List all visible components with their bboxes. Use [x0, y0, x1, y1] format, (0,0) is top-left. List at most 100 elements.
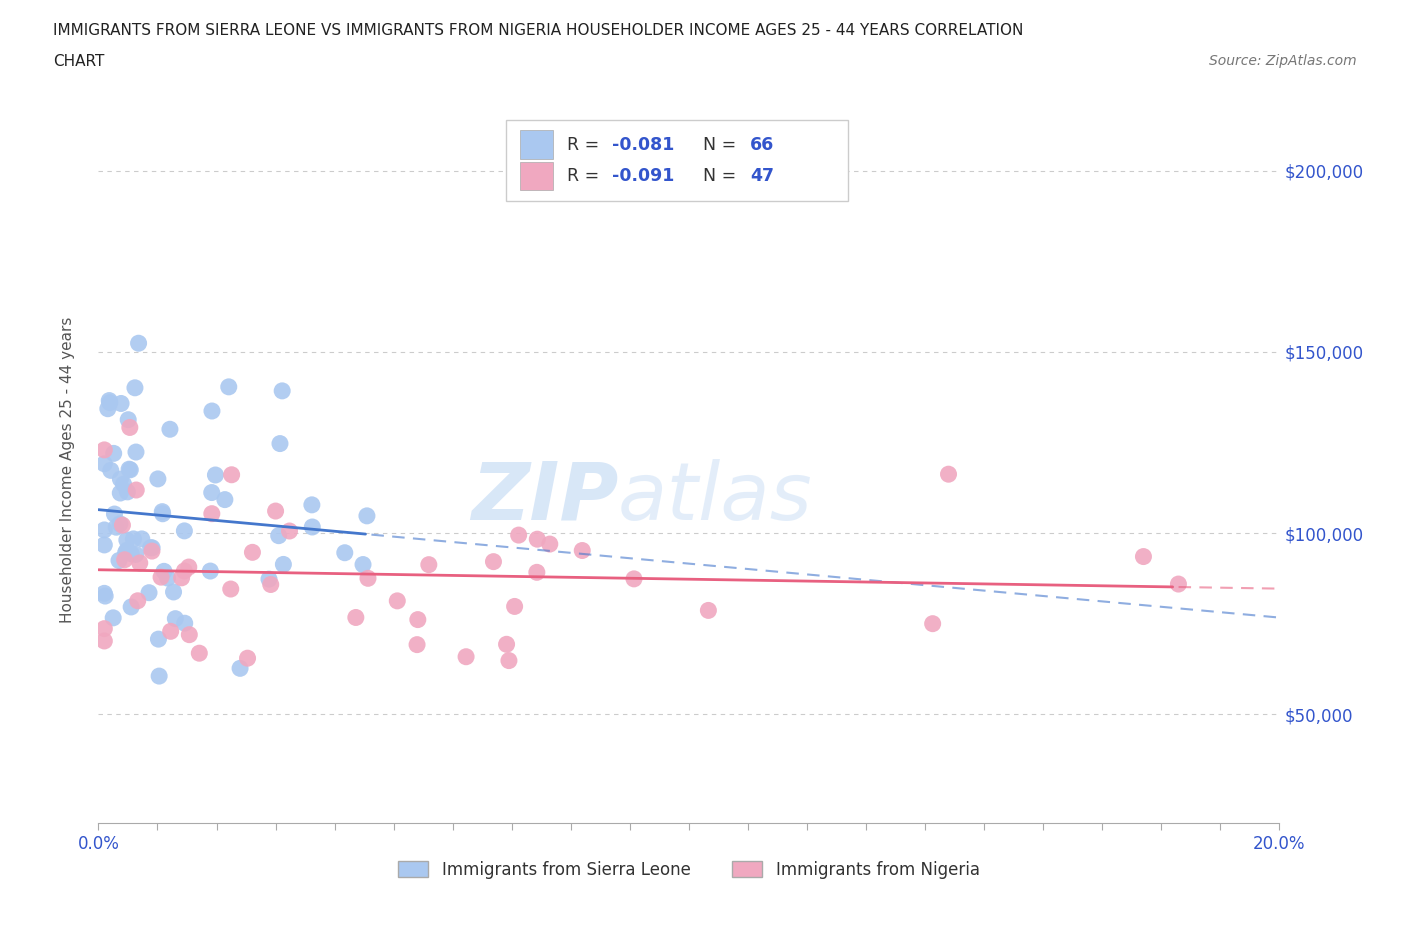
Text: atlas: atlas [619, 458, 813, 537]
Point [301, 520, 323, 535]
Point [138, 585, 160, 600]
Point [173, 524, 195, 538]
FancyBboxPatch shape [520, 162, 553, 191]
Point [162, 585, 184, 600]
Text: N =: N = [693, 136, 742, 153]
Point [115, 533, 138, 548]
Point [93, 538, 115, 552]
FancyBboxPatch shape [506, 120, 848, 201]
Point [188, 645, 211, 660]
Point [139, 540, 162, 555]
Point [93, 633, 115, 648]
Point [93, 523, 115, 538]
Point [623, 571, 645, 586]
Point [352, 557, 374, 572]
Text: IMMIGRANTS FROM SIERRA LEONE VS IMMIGRANTS FROM NIGERIA HOUSEHOLDER INCOME AGES : IMMIGRANTS FROM SIERRA LEONE VS IMMIGRAN… [53, 23, 1024, 38]
Point [406, 612, 429, 627]
Text: -0.081: -0.081 [612, 136, 675, 153]
Point [177, 560, 200, 575]
Point [495, 637, 517, 652]
Point [508, 527, 530, 542]
Point [103, 507, 125, 522]
Point [115, 543, 138, 558]
Point [125, 445, 148, 459]
Point [273, 557, 295, 572]
Point [201, 485, 224, 500]
Point [271, 383, 294, 398]
Point [148, 631, 170, 646]
FancyBboxPatch shape [520, 130, 553, 159]
Point [127, 593, 149, 608]
Point [214, 492, 236, 507]
Point [98, 395, 121, 410]
Point [148, 669, 170, 684]
Point [200, 564, 222, 578]
Point [387, 593, 409, 608]
Point [128, 555, 150, 570]
Point [264, 504, 287, 519]
Point [110, 472, 132, 486]
Point [356, 509, 378, 524]
Point [201, 404, 224, 418]
Y-axis label: Householder Income Ages 25 - 44 years: Householder Income Ages 25 - 44 years [60, 316, 75, 623]
Point [141, 540, 163, 555]
Point [526, 532, 548, 547]
Point [260, 578, 283, 592]
Point [141, 544, 163, 559]
Point [114, 545, 136, 560]
Point [236, 651, 259, 666]
Point [105, 520, 128, 535]
Point [503, 599, 526, 614]
Point [93, 621, 115, 636]
Point [454, 649, 477, 664]
Text: R =: R = [567, 167, 605, 185]
Point [110, 396, 132, 411]
Point [418, 557, 440, 572]
Point [112, 477, 135, 492]
Point [98, 393, 121, 408]
Point [108, 553, 131, 568]
Point [108, 516, 131, 531]
Point [221, 467, 243, 482]
Point [938, 467, 960, 482]
Point [122, 531, 145, 546]
Point [482, 554, 505, 569]
Point [93, 457, 115, 472]
Point [159, 422, 181, 437]
Point [128, 336, 150, 351]
Point [344, 610, 367, 625]
Point [179, 627, 201, 642]
Point [1167, 577, 1189, 591]
Point [93, 586, 115, 601]
Point [571, 543, 593, 558]
Point [125, 547, 148, 562]
Point [152, 506, 174, 521]
Point [125, 483, 148, 498]
Point [538, 537, 561, 551]
Point [301, 498, 323, 512]
Point [156, 571, 179, 586]
Point [118, 420, 141, 435]
Point [150, 570, 173, 585]
Point [257, 572, 280, 587]
Point [93, 443, 115, 458]
Point [131, 531, 153, 546]
Point [150, 504, 173, 519]
Point [114, 552, 136, 567]
Point [697, 603, 720, 618]
Point [333, 545, 356, 560]
Point [94, 589, 117, 604]
Point [120, 600, 142, 615]
Point [269, 436, 291, 451]
Point [229, 661, 252, 676]
Legend: Immigrants from Sierra Leone, Immigrants from Nigeria: Immigrants from Sierra Leone, Immigrants… [392, 854, 986, 885]
Point [278, 524, 301, 538]
Point [120, 462, 142, 477]
Point [118, 462, 141, 477]
Point [406, 637, 429, 652]
Point [357, 571, 380, 586]
Point [110, 485, 132, 500]
Point [242, 545, 264, 560]
Point [218, 379, 240, 394]
Text: ZIP: ZIP [471, 458, 619, 537]
